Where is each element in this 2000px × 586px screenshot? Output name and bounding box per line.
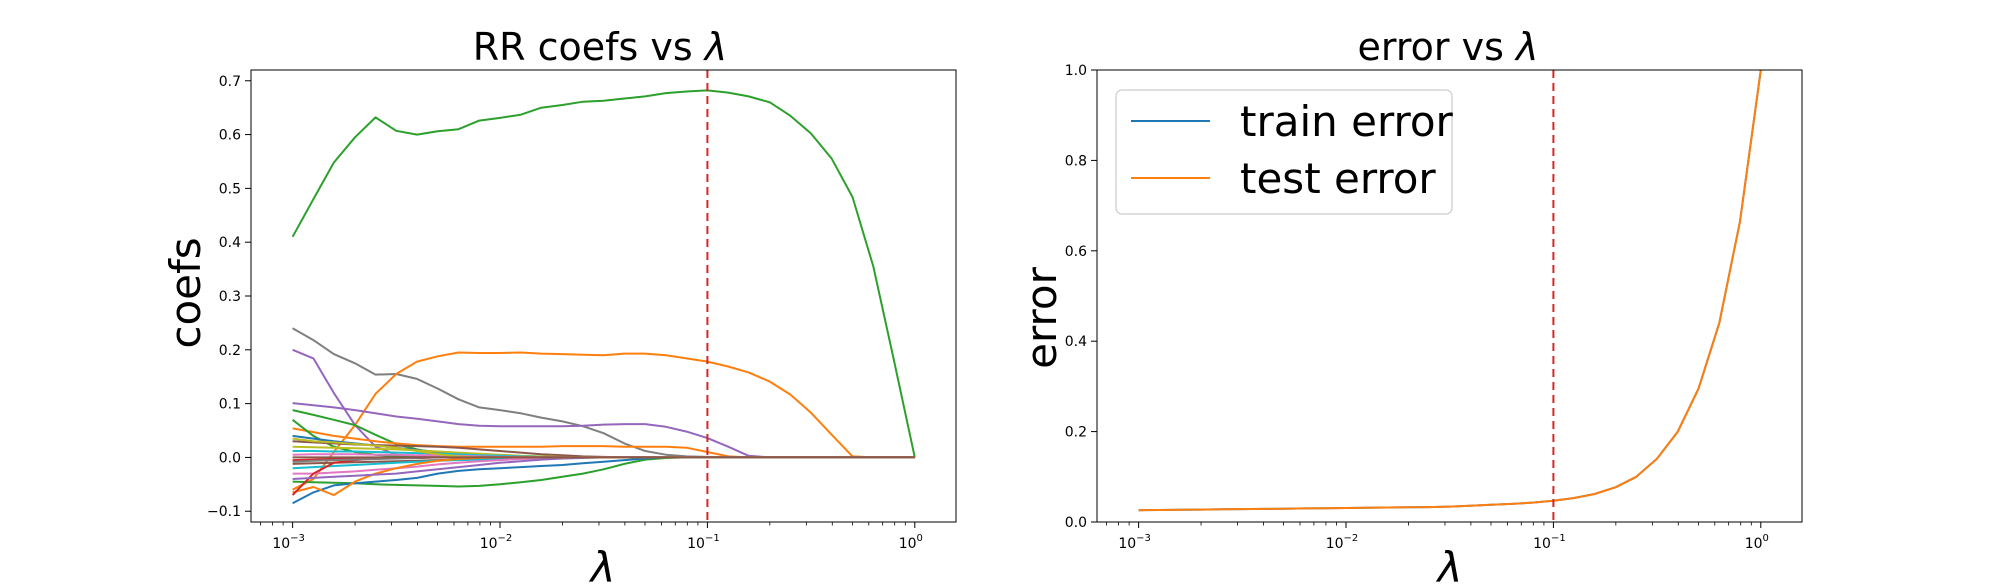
error-x-tick-label: 10−1 [1533,533,1566,552]
error-x-ticks: 10−3 10−2 10−1 100 [1106,522,1769,552]
error-y-tick-label: 0.8 [1065,153,1087,169]
error-x-tick-label: 10−3 [1118,533,1151,552]
error-plot-frame [1096,69,1803,523]
error-y-tick-label: 0.2 [1065,425,1087,441]
error-series-group [1138,69,1762,512]
coefs-series-line-coef-0 [291,89,916,458]
coefs-y-tick-label: 0.4 [219,235,241,251]
coefs-y-tick-label: 0.2 [219,343,241,359]
error-y-tick-label: 0.6 [1065,244,1087,260]
coefs-x-tick-label: 10−2 [480,533,513,552]
coefs-y-tick-label: 0.0 [219,450,241,466]
coefs-x-ticks: 10−3 10−2 10−1 100 [260,522,923,552]
error-x-tick-label: 10−2 [1326,533,1359,552]
coefs-x-tick-label: 10−3 [272,533,305,552]
coefs-x-axis-label: λ [589,543,616,586]
error-y-ticks: 0.0 0.2 0.4 0.6 0.8 1.0 [1065,63,1097,531]
coefs-panel: RR coefs vs λ coefs λ −0.1 0.0 0.1 0.2 0.3 0.… [161,25,957,586]
error-series-line-test-error [1138,69,1762,512]
coefs-x-tick-label: 100 [899,533,923,552]
coefs-x-tick-label: 10−1 [687,533,720,552]
error-x-tick-label: 100 [1745,533,1769,552]
coefs-y-tick-label: 0.6 [219,128,241,144]
coefs-series-line-coef-2 [292,351,915,491]
error-y-tick-label: 0.4 [1065,334,1087,350]
coefs-series-line-coef-3 [292,348,915,459]
legend-label-train-error: train error [1240,97,1454,146]
coefs-y-tick-label: 0.7 [219,74,241,90]
error-panel: error vs λ error λ 0.0 0.2 0.4 0.6 0.8 1.0 10… [1017,25,1803,586]
coefs-y-tick-label: −0.1 [207,504,241,520]
coefs-chart-title: RR coefs vs λ [473,25,728,69]
coefs-y-axis-label: coefs [161,237,210,348]
coefs-y-ticks: −0.1 0.0 0.1 0.2 0.3 0.4 0.5 0.6 0.7 [207,74,251,520]
coefs-y-tick-label: 0.1 [219,397,241,413]
coefs-y-tick-label: 0.5 [219,181,241,197]
error-y-tick-label: 0.0 [1065,515,1087,531]
coefs-series-line-coef-1 [292,327,915,459]
legend-label-test-error: test error [1240,154,1436,203]
error-x-axis-label: λ [1436,543,1463,586]
error-chart-title: error vs λ [1358,25,1539,69]
legend: train error test error [1115,89,1454,215]
error-y-tick-label: 1.0 [1065,63,1087,79]
coefs-y-tick-label: 0.3 [219,289,241,305]
error-y-axis-label: error [1017,266,1066,368]
coefs-series-group [291,89,916,505]
